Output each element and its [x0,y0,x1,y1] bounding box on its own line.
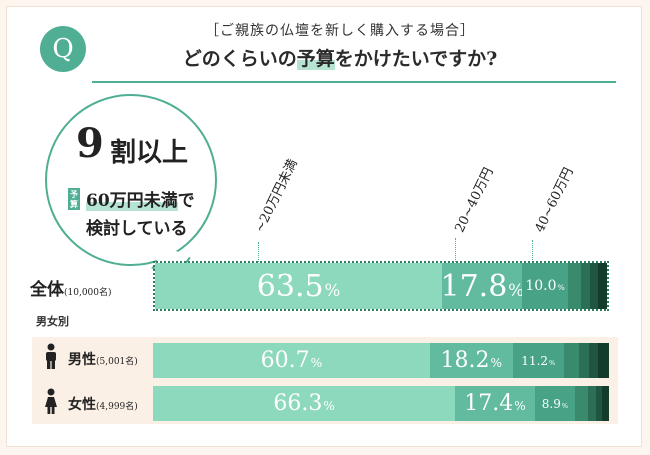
bar-female-seg-6 [595,386,603,421]
bar-female-unit-1: % [323,399,335,413]
bar-female: 66.3% 17.4% 8.9% [153,386,609,421]
bar-male-value-label-3: 11.2% [521,354,555,368]
bar-total-value-1: 63.5 [256,268,324,304]
bar-total-value-label-3: 10.0% [525,278,564,294]
bar-male-value-label-2: 18.2% [441,348,502,373]
bar-female-seg-4 [575,386,588,421]
bar-total-seg-4 [567,263,582,309]
title-pre: どのくらいの [182,48,297,70]
title-highlight: 予算 [296,48,335,70]
guide-line-2 [455,238,456,268]
bar-total-value-3: 10.0 [525,278,557,294]
bar-female-value-2: 17.4 [464,391,514,416]
section-label: 男女別 [36,315,69,328]
callout-line2-highlight: 60万円未満 [86,191,178,211]
bar-total: 63.5% 17.8% 10.0% [153,261,609,311]
bar-total-seg-5 [581,263,591,309]
bar-female-unit-2: % [514,399,526,413]
row-label-female-text: 女性 [68,397,96,413]
bar-male-unit-2: % [490,356,503,370]
bar-female-seg-3: 8.9% [534,386,576,421]
bar-female-seg-1: 66.3% [153,386,456,421]
bar-female-value-3: 8.9 [541,396,561,411]
bar-total-seg-1: 63.5% [155,263,443,309]
row-label-male-n: (5,001名) [96,357,138,367]
callout-rest: 割以上 [110,138,189,168]
row-label-total-n: (10,000名) [64,288,112,298]
budget-tag: 予算 [68,188,80,210]
callout-line2: 60万円未満で [86,186,195,211]
callout-bubble [45,94,217,266]
row-label-total: 全体(10,000名) [30,275,112,300]
bar-female-seg-5 [587,386,596,421]
q-label: Q [52,34,74,64]
female-person-icon [45,388,57,414]
bar-total-value-2: 17.8 [442,268,508,304]
bar-male: 60.7% 18.2% 11.2% [153,343,609,378]
bar-total-seg-2: 17.8% [442,263,523,309]
bar-female-value-label-2: 17.4% [464,391,525,416]
bar-female-value-label-1: 66.3% [273,391,334,416]
bar-total-unit-1: % [324,280,341,300]
bar-male-value-3: 11.2 [521,353,549,368]
bar-total-seg-7 [597,263,607,309]
male-person-icon [46,343,56,369]
row-label-female-n: (4,999名) [96,402,138,412]
bar-male-seg-7 [598,343,609,378]
callout-number: 9 [76,120,104,167]
row-label-male-text: 男性 [68,352,96,368]
title-post: をかけたいですか? [334,48,498,70]
bar-male-seg-3: 11.2% [512,343,564,378]
question-title: どのくらいの予算をかけたいですか? [140,44,540,71]
bar-male-unit-1: % [310,356,323,370]
bar-total-seg-3: 10.0% [522,263,568,309]
bar-male-seg-4 [563,343,579,378]
bar-male-value-1: 60.7 [260,348,310,373]
bar-total-value-label-2: 17.8% [442,269,522,304]
bar-female-seg-7 [602,386,609,421]
row-label-male: 男性(5,001名) [68,349,138,369]
bar-male-seg-1: 60.7% [153,343,430,378]
header-rule [92,81,616,83]
callout-line3: 検討している [86,219,188,239]
bar-female-value-1: 66.3 [273,391,323,416]
bar-total-seg-6 [590,263,598,309]
q-badge: Q [40,26,86,72]
row-label-total-text: 全体 [30,280,64,300]
bar-total-unit-2: % [508,280,523,300]
guide-line-1 [258,242,259,268]
bar-female-seg-2: 17.4% [455,386,535,421]
row-label-female: 女性(4,999名) [68,394,138,414]
bar-female-unit-3: % [561,401,569,410]
bar-total-unit-3: % [557,283,565,292]
bar-female-value-label-3: 8.9% [542,397,568,411]
bar-male-seg-6 [589,343,599,378]
guide-line-3 [532,240,533,268]
bar-male-value-label-1: 60.7% [261,348,322,373]
subtitle: ［ご親族の仏壇を新しく購入する場合］ [205,23,475,39]
bar-male-unit-3: % [549,358,556,367]
bar-male-value-2: 18.2 [440,348,490,373]
bar-total-value-label-1: 63.5% [257,269,340,304]
bar-male-seg-2: 18.2% [429,343,513,378]
callout-line2-post: で [177,191,195,211]
bar-male-seg-5 [578,343,590,378]
